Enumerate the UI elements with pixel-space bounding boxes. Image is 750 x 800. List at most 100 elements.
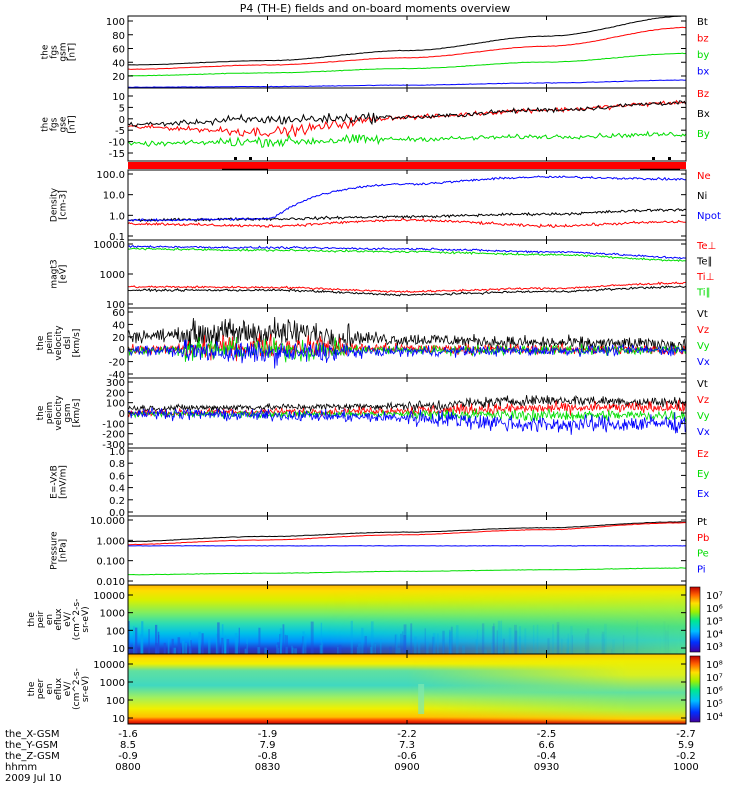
series-Vx xyxy=(128,339,686,369)
spectrogram-streak xyxy=(413,636,417,654)
y-tick-label: 10 xyxy=(112,92,125,103)
spectrogram-streak xyxy=(567,633,570,654)
y-tick-label: 80 xyxy=(112,31,125,42)
y-axis-label: sr-eV) xyxy=(81,606,91,632)
spectrogram-streak xyxy=(277,642,280,654)
spectrogram-streak xyxy=(182,640,185,654)
spectrogram-streak xyxy=(519,626,522,654)
spectrogram-streak xyxy=(198,631,202,654)
spectrogram-streak xyxy=(395,634,398,654)
y-axis-label: [nPa] xyxy=(59,539,69,562)
spectrogram-streak xyxy=(403,635,407,654)
x-tick-label: 0900 xyxy=(394,762,419,773)
spectrogram-ion-overlay xyxy=(128,585,686,654)
y-tick-label: 100 xyxy=(106,399,125,410)
spectrogram-streak xyxy=(320,622,323,654)
y-axis-label: the xyxy=(27,612,37,627)
spectrogram-streak xyxy=(201,633,204,654)
series-Pb xyxy=(128,522,686,546)
x-tick-label: -0.4 xyxy=(537,751,557,762)
x-tick-label: 0830 xyxy=(255,762,280,773)
spectrogram-streak xyxy=(280,633,282,654)
y-tick-label: 0.010 xyxy=(96,577,125,588)
spectrogram-streak xyxy=(481,623,485,654)
y-axis-label: [cm-3] xyxy=(59,190,69,220)
y-tick-label: 0 xyxy=(119,409,125,420)
spectrogram-streak xyxy=(552,624,554,654)
flag-marker xyxy=(234,157,237,160)
legend-entry: Ey xyxy=(697,469,709,480)
panel-frame xyxy=(127,87,687,162)
spectrogram-streak xyxy=(286,635,288,654)
spectrogram-streak xyxy=(257,647,260,654)
legend-entry: Ne xyxy=(697,171,711,182)
spectrogram-streak xyxy=(374,643,377,654)
y-tick-label: 0 xyxy=(119,115,125,126)
spectrogram-streak xyxy=(236,636,239,654)
x-tick-label: 6.6 xyxy=(539,740,555,751)
series-Te∥ xyxy=(128,285,686,297)
spectrogram-streak xyxy=(337,647,339,654)
spectrogram-streak xyxy=(140,634,143,654)
x-axis-row-label: the_X-GSM xyxy=(5,729,59,740)
series-bz xyxy=(128,26,686,70)
legend-entry: Npot xyxy=(697,211,721,222)
spectrogram-streak xyxy=(496,630,498,654)
y-tick-label: -200 xyxy=(102,430,125,441)
spectrogram-streak xyxy=(432,636,435,654)
spectrogram-streak xyxy=(634,649,637,654)
spectrogram-streak xyxy=(208,637,211,654)
spectrogram-streak xyxy=(666,631,669,654)
spectrogram-streak xyxy=(424,628,426,654)
y-tick-label: 100 xyxy=(106,300,125,311)
y-axis-label: (cm^2-s- xyxy=(72,599,82,641)
spectrogram-streak xyxy=(217,622,220,654)
spectrogram-streak xyxy=(319,645,322,654)
y-axis-label: en xyxy=(45,614,55,625)
spectrogram-streak xyxy=(556,621,560,654)
spectrogram-streak xyxy=(226,639,230,654)
spectrogram-streak xyxy=(167,638,170,654)
spectrogram-streak xyxy=(279,633,282,654)
spectrogram-streak xyxy=(571,635,573,654)
spectrogram-streak xyxy=(155,643,158,654)
series-Vy xyxy=(128,408,686,422)
series-Pt xyxy=(128,521,686,543)
colorbar-label: 10⁵ xyxy=(706,617,723,628)
series-By xyxy=(128,130,686,148)
spectrogram-streak xyxy=(536,624,539,654)
y-axis-label: eV/ xyxy=(63,681,73,697)
spectrogram-streak xyxy=(403,624,407,654)
spectrogram-streak xyxy=(635,627,639,654)
y-tick-label: 0.2 xyxy=(109,496,125,507)
spectrogram-streak xyxy=(171,638,174,654)
flag-marker xyxy=(668,157,671,160)
spectrogram-streak xyxy=(601,631,605,654)
y-axis-label: peir xyxy=(36,610,46,628)
x-tick-label: 5.9 xyxy=(678,740,694,751)
spectrogram-streak xyxy=(350,620,353,654)
spectrogram-streak xyxy=(177,637,181,654)
x-tick-label: -2.2 xyxy=(397,729,417,740)
colorbar-label: 10³ xyxy=(706,642,723,653)
legend-entry: Bt xyxy=(697,17,708,28)
series-Ni xyxy=(128,208,686,223)
spectrogram-streak xyxy=(601,633,605,654)
legend-entry: Te⊥ xyxy=(696,241,716,252)
spectrogram-streak xyxy=(157,631,160,654)
legend-entry: bx xyxy=(697,67,709,78)
spectrogram-streak xyxy=(294,648,297,654)
spectrogram-streak xyxy=(663,621,664,654)
chart-title: P4 (TH-E) fields and on-board moments ov… xyxy=(240,2,511,15)
spectrogram-streak xyxy=(302,631,305,654)
spectrogram-streak xyxy=(397,647,401,654)
spectrogram-streak xyxy=(282,624,285,654)
x-tick-label: 0800 xyxy=(115,762,140,773)
y-axis-label: peim xyxy=(45,402,55,425)
colorbar-label: 10⁶ xyxy=(706,686,723,697)
y-tick-label: 200 xyxy=(106,388,125,399)
y-tick-label: -20 xyxy=(109,358,125,369)
spectrogram-streak xyxy=(560,638,563,654)
y-tick-label: 40 xyxy=(112,58,125,69)
